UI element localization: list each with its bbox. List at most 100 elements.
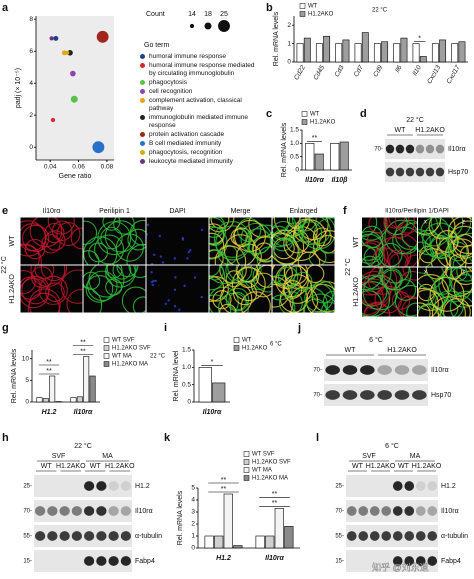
cell-outline bbox=[456, 267, 472, 282]
cell-outline bbox=[83, 220, 98, 245]
blot-band bbox=[325, 365, 340, 375]
blot-band bbox=[360, 390, 375, 400]
cell-outline bbox=[272, 265, 297, 285]
image-content bbox=[362, 217, 417, 267]
blot-band bbox=[83, 556, 95, 566]
cell-outline bbox=[150, 262, 154, 265]
cell-outline bbox=[362, 217, 378, 238]
cell-outline bbox=[158, 234, 162, 238]
bar bbox=[315, 43, 323, 63]
cell-outline bbox=[41, 234, 61, 254]
bar bbox=[212, 382, 226, 403]
temperature-label: 6 °C bbox=[270, 342, 282, 348]
channel-label: Enlarged bbox=[289, 208, 317, 215]
y-tick-label: 2 bbox=[191, 521, 195, 528]
image-content bbox=[362, 267, 417, 317]
protein-label: α-tubulin bbox=[135, 533, 162, 540]
cell-outline bbox=[401, 222, 417, 248]
bar bbox=[204, 535, 214, 549]
legend-text: protein activation cascade bbox=[149, 131, 225, 138]
cell-outline bbox=[152, 279, 155, 283]
panel-letter: a bbox=[2, 2, 9, 14]
y-axis-label: padj (× 10⁻⁵) bbox=[15, 68, 22, 108]
image-content bbox=[146, 223, 204, 265]
temperature-label: 22 °C bbox=[74, 442, 92, 450]
blot-strip bbox=[324, 359, 428, 381]
group-label: H1.2AKO bbox=[415, 127, 445, 134]
cell-outline bbox=[189, 249, 192, 252]
bar bbox=[255, 535, 265, 549]
protein-label: Il10rα bbox=[448, 146, 466, 153]
cell-outline bbox=[362, 242, 386, 267]
legend-item: B cell mediated immunity bbox=[140, 140, 262, 148]
cell-outline bbox=[250, 272, 272, 298]
cell-outline bbox=[83, 236, 118, 265]
y-tick-label: 1.0 bbox=[290, 140, 299, 147]
y-tick-label: 1.5 bbox=[290, 127, 299, 134]
blot-band bbox=[34, 506, 46, 516]
blot-band bbox=[108, 531, 119, 541]
bar bbox=[83, 356, 90, 403]
cell-outline bbox=[418, 217, 438, 236]
size-marker: 15- bbox=[335, 559, 344, 565]
cell-outline bbox=[209, 232, 225, 259]
panel-letter: h bbox=[2, 432, 9, 444]
fraction-label: MA bbox=[410, 453, 421, 460]
cell-outline bbox=[44, 222, 65, 244]
legend-label: H1.2AKO SVF bbox=[112, 346, 151, 352]
significance: * bbox=[211, 359, 214, 366]
cell-outline bbox=[173, 288, 177, 291]
cell-outline bbox=[153, 253, 156, 256]
cell-outline bbox=[436, 235, 469, 267]
panel-letter: j bbox=[297, 322, 301, 334]
cell-outline bbox=[47, 217, 75, 235]
x-tick-label: Cd45 bbox=[312, 64, 326, 81]
cell-outline bbox=[418, 229, 431, 253]
cell-outline bbox=[209, 294, 232, 313]
cell-outline bbox=[173, 257, 176, 260]
bar bbox=[89, 375, 96, 403]
blot-band bbox=[425, 144, 435, 154]
bar bbox=[393, 43, 401, 63]
cell-outline bbox=[459, 245, 472, 265]
blot-band bbox=[381, 506, 392, 516]
y-tick-label: 2 bbox=[287, 22, 291, 29]
temperature-label: 6 °C bbox=[385, 442, 399, 450]
bar bbox=[323, 35, 331, 63]
bar bbox=[342, 39, 350, 63]
legend-swatch bbox=[140, 150, 145, 155]
blot-band bbox=[427, 506, 438, 516]
legend-label: WT bbox=[242, 338, 252, 344]
cell-outline bbox=[433, 275, 453, 295]
temperature-label: 22 °C bbox=[0, 256, 8, 274]
fraction-label: MA bbox=[102, 453, 113, 460]
cell-outline bbox=[240, 291, 271, 313]
legend-label: H1.2AKO MA bbox=[112, 362, 148, 368]
fraction-label: SVF bbox=[52, 453, 66, 460]
y-tick-label: 0.5 bbox=[290, 153, 299, 160]
cell-outline bbox=[116, 265, 139, 278]
bubble bbox=[49, 36, 54, 41]
cell-outline bbox=[362, 281, 384, 316]
image-content bbox=[20, 265, 83, 313]
image-content bbox=[418, 217, 472, 267]
temperature-label: 22 °C bbox=[372, 8, 388, 14]
blot-band bbox=[83, 481, 95, 491]
cell-outline bbox=[236, 265, 259, 283]
blot-band bbox=[346, 506, 357, 516]
cell-outline bbox=[20, 270, 36, 295]
legend-text: B cell mediated immunity bbox=[149, 140, 222, 147]
legend-item: humoral immune response mediated by circ… bbox=[140, 62, 262, 78]
cell-outline bbox=[404, 254, 417, 267]
size-marker: 70- bbox=[313, 393, 322, 399]
blot-band bbox=[385, 167, 395, 177]
blot-band bbox=[120, 556, 132, 566]
blot-band bbox=[435, 144, 445, 154]
panel-letter: e bbox=[2, 205, 8, 217]
cell-outline bbox=[161, 261, 165, 264]
significance: ** bbox=[46, 368, 52, 375]
cell-outline bbox=[383, 217, 406, 229]
cell-outline bbox=[100, 226, 123, 250]
temperature-label: 6 °C bbox=[369, 336, 383, 344]
bubble bbox=[70, 70, 76, 77]
